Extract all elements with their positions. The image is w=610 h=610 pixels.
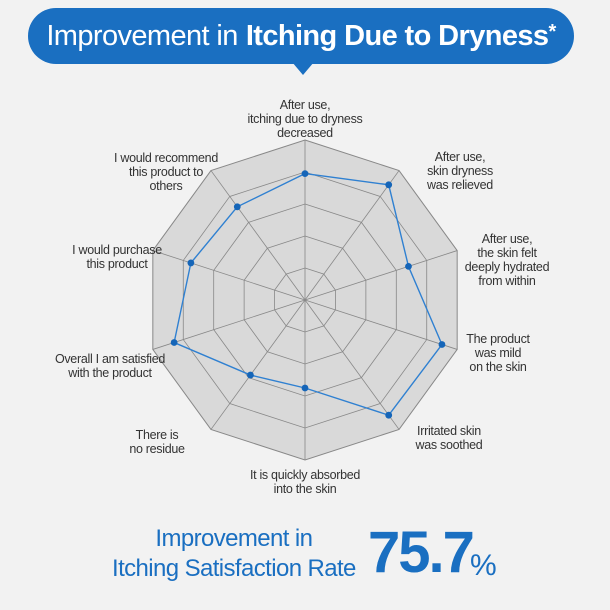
axis-label: Irritated skin was soothed xyxy=(415,424,483,452)
axis-label: There is no residue xyxy=(129,428,185,456)
summary-unit: % xyxy=(470,549,497,582)
axis-label: The product was mild on the skin xyxy=(466,332,530,374)
radar-spoke xyxy=(152,299,306,350)
title-bold: Itching Due to Dryness xyxy=(245,19,549,52)
axis-label: I would recommend this product to others xyxy=(114,151,218,193)
radar-data-point xyxy=(438,341,446,348)
axis-label: I would purchase this product xyxy=(72,243,162,271)
radar-spoke xyxy=(304,250,458,301)
radar-data-point xyxy=(247,371,254,379)
radar-data-point xyxy=(301,384,309,392)
title-banner: Improvement in Itching Due to Dryness * xyxy=(28,8,574,64)
radar-spoke xyxy=(304,170,400,301)
radar-data-point xyxy=(233,203,241,211)
radar-data-point xyxy=(385,181,393,189)
radar-spoke xyxy=(304,299,458,350)
radar-data-point xyxy=(187,259,195,267)
axis-label: After use, skin dryness was relieved xyxy=(427,150,493,192)
title-regular: Improvement in xyxy=(46,19,238,52)
radar-spoke xyxy=(152,250,306,301)
radar-chart xyxy=(152,139,458,461)
summary-footer: Improvement in Itching Satisfaction Rate… xyxy=(0,512,610,602)
summary-label: Improvement in Itching Satisfaction Rate xyxy=(112,525,356,582)
radar-spoke xyxy=(210,299,306,430)
radar-spoke xyxy=(304,299,400,430)
radar-data-point xyxy=(405,262,412,270)
axis-label: After use, the skin felt deeply hydrated… xyxy=(464,232,550,288)
summary-value: 75.7 xyxy=(368,520,475,585)
axis-label: After use, itching due to dryness decrea… xyxy=(247,98,363,140)
axis-label: Overall I am satisfied with the product xyxy=(54,352,166,380)
radar-data-point xyxy=(170,339,178,346)
radar-data-point xyxy=(301,170,309,178)
radar-spoke xyxy=(210,170,306,301)
axis-label: It is quickly absorbed into the skin xyxy=(249,468,361,496)
title-pointer xyxy=(292,62,314,75)
radar-data-point xyxy=(385,411,393,419)
title-asterisk: * xyxy=(548,20,556,43)
